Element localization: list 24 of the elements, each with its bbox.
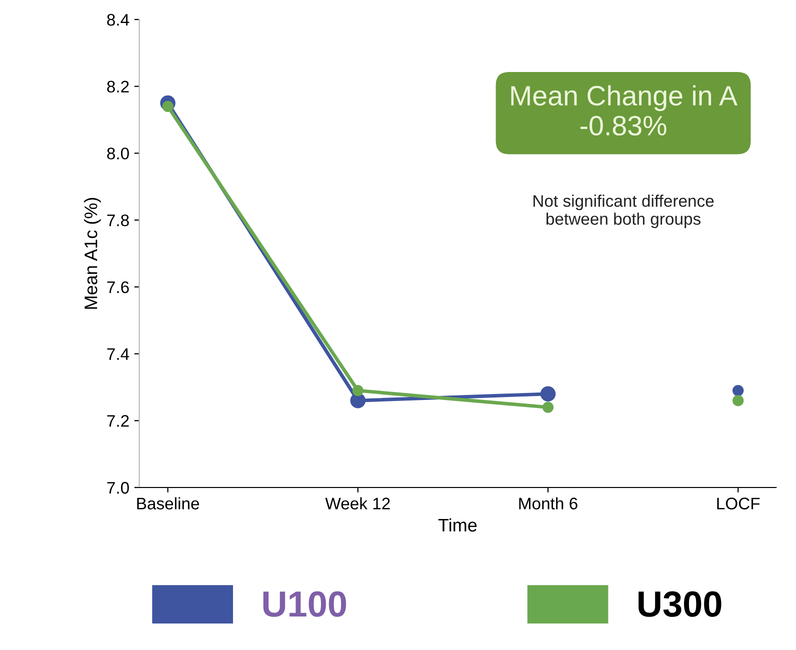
annotation: Mean Change in A -0.83%: [511, 85, 738, 136]
legend-label: U100: [263, 591, 346, 617]
y-tick-label: 7.8: [107, 214, 129, 226]
annotation: Not significant difference between both groups: [534, 194, 714, 228]
x-tick-label: Month 6: [519, 497, 578, 510]
y-tick-label: 8.2: [107, 80, 129, 93]
point: [732, 384, 744, 396]
x-axis-title: Time: [438, 518, 477, 532]
y-tick-label: 7.6: [107, 281, 129, 294]
x-tick-label: Baseline: [137, 497, 200, 510]
y-tick-label: 8.0: [107, 148, 129, 160]
point: [540, 386, 556, 402]
y-tick-label: 7.0: [107, 482, 129, 494]
y-tick-label: 7.2: [107, 415, 129, 427]
x-tick-label: LOCF: [717, 498, 760, 510]
y-axis-title: Mean A1c (%): [84, 198, 101, 309]
legend-label: U300: [638, 591, 722, 617]
point: [542, 402, 554, 413]
point: [350, 392, 366, 408]
point: [352, 385, 364, 396]
point: [732, 394, 744, 406]
y-tick-label: 7.4: [107, 348, 130, 360]
x-tick-label: Week 12: [325, 497, 390, 510]
y-tick-label: 8.4: [107, 14, 130, 26]
